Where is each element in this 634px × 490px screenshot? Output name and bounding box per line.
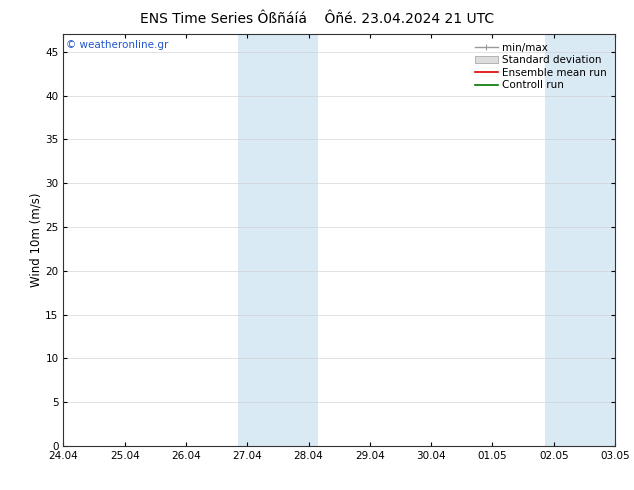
Bar: [545, 34, 624, 446]
Y-axis label: Wind 10m (m/s): Wind 10m (m/s): [30, 193, 42, 287]
Text: © weatheronline.gr: © weatheronline.gr: [66, 41, 169, 50]
Text: ENS Time Series Ôßñáíá    Ôñé. 23.04.2024 21 UTC: ENS Time Series Ôßñáíá Ôñé. 23.04.2024 2…: [140, 12, 494, 26]
Legend: min/max, Standard deviation, Ensemble mean run, Controll run: min/max, Standard deviation, Ensemble me…: [472, 40, 610, 94]
Bar: [238, 34, 318, 446]
